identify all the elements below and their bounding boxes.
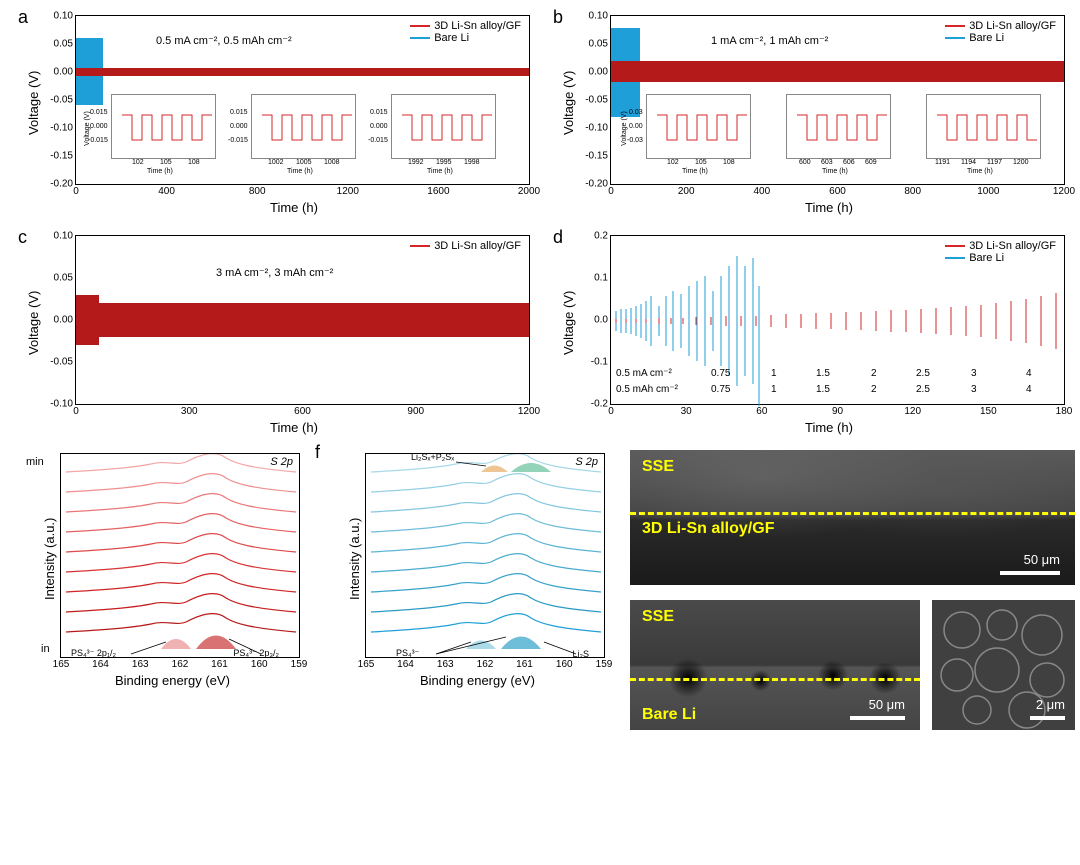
panel-b-xlabel: Time (h)	[805, 200, 853, 215]
panel-b-plot: 0.10 0.05 0.00 -0.05 -0.10 -0.15 -0.20 0…	[610, 15, 1065, 185]
panel-e-xps-traces	[61, 454, 301, 659]
panel-d-ylabel: Voltage (V)	[561, 291, 576, 355]
panel-c-alloy-trace	[76, 295, 99, 345]
panel-a-label: a	[18, 7, 28, 28]
panel-b-inset-3: 1191 1194 1197 1200 Time (h)	[926, 94, 1041, 159]
panel-b-legend: 3D Li-Sn alloy/GF Bare Li	[945, 20, 1056, 44]
panel-c-alloy-trace-2	[99, 303, 529, 337]
panel-f: f Li₂Sₓ+P₂Sₓ S 2p	[315, 445, 615, 695]
panel-c-plot: 0.10 0.05 0.00 -0.05 -0.10 0 300 600 900…	[75, 235, 530, 405]
panel-f-xps-traces	[366, 454, 606, 659]
panel-b: b 0.10 0.05 0.00 -0.05 -0.10 -0.15 -0.20…	[545, 5, 1075, 215]
panel-c-legend: 3D Li-Sn alloy/GF	[410, 240, 521, 252]
panel-f-xlabel: Binding energy (eV)	[420, 673, 535, 688]
sem1-interface-line	[630, 512, 1075, 515]
panel-a-plot: 0.10 0.05 0.00 -0.05 -0.10 -0.15 -0.20 0…	[75, 15, 530, 185]
panel-a-ylabel: Voltage (V)	[26, 71, 41, 135]
panel-b-label: b	[553, 7, 563, 28]
panel-b-inset-1: 0.03 0.00 -0.03 102 105 108 Time (h) Vol…	[646, 94, 751, 159]
panel-c: c 0.10 0.05 0.00 -0.05 -0.10 0 300 600 9…	[10, 225, 540, 435]
panel-d-legend: 3D Li-Sn alloy/GF Bare Li	[945, 240, 1056, 264]
panel-a-legend: 3D Li-Sn alloy/GF Bare Li	[410, 20, 521, 44]
panel-d-plot: 0.2 0.1 0.0 -0.1 -0.2 0 30 60 90 120 150…	[610, 235, 1065, 405]
panel-a-xlabel: Time (h)	[270, 200, 318, 215]
panel-b-inset-2: 600 603 606 609 Time (h)	[786, 94, 891, 159]
sem-image-3: 2 μm	[932, 600, 1075, 730]
panel-e: min S 2p in PS₄³⁻ 2p₁/₂	[10, 445, 310, 695]
panel-f-ylabel: Intensity (a.u.)	[347, 518, 362, 600]
sem1-scalebar	[1000, 571, 1060, 575]
panel-d-label: d	[553, 227, 563, 248]
panel-c-condition: 3 mA cm⁻², 3 mAh cm⁻²	[216, 266, 333, 279]
panel-a-inset-3: 0.015 0.000 -0.015 1992 1995 1998 Time (…	[391, 94, 496, 159]
panel-b-condition: 1 mA cm⁻², 1 mAh cm⁻²	[711, 34, 828, 47]
panel-a-alloy-trace	[76, 68, 529, 76]
sem2-interface-line	[630, 678, 920, 681]
panel-f-label: f	[315, 442, 320, 463]
panel-d-xlabel: Time (h)	[805, 420, 853, 435]
panel-c-xlabel: Time (h)	[270, 420, 318, 435]
panel-c-label: c	[18, 227, 27, 248]
panel-f-plot: Li₂Sₓ+P₂Sₓ S 2p P	[365, 453, 605, 658]
panel-e-ylabel: Intensity (a.u.)	[42, 518, 57, 600]
panel-e-xlabel: Binding energy (eV)	[115, 673, 230, 688]
panel-b-alloy-trace	[611, 61, 1064, 81]
panel-d: d 0.2 0.1 0.0 -0.1 -0.2 0 30 60 90 120 1…	[545, 225, 1075, 435]
panel-a-inset-1: 0.015 0.000 -0.015 102 105 108 Time (h) …	[111, 94, 216, 159]
panel-c-ylabel: Voltage (V)	[26, 291, 41, 355]
sem3-scalebar	[1030, 716, 1065, 720]
sem2-scalebar	[850, 716, 905, 720]
panel-e-plot: min S 2p in PS₄³⁻ 2p₁/₂	[60, 453, 300, 658]
sem-image-2: SSE Bare Li 50 μm	[630, 600, 920, 730]
panel-b-ylabel: Voltage (V)	[561, 71, 576, 135]
panel-a-inset-2: 0.015 0.000 -0.015 1002 1005 1008 Time (…	[251, 94, 356, 159]
panel-a: a 0.10 0.05 0.00 -0.05 -0.10 -0.15 -0.20…	[10, 5, 540, 215]
sem-image-1: SSE 3D Li-Sn alloy/GF 50 μm	[630, 450, 1075, 585]
panel-a-condition: 0.5 mA cm⁻², 0.5 mAh cm⁻²	[156, 34, 292, 47]
